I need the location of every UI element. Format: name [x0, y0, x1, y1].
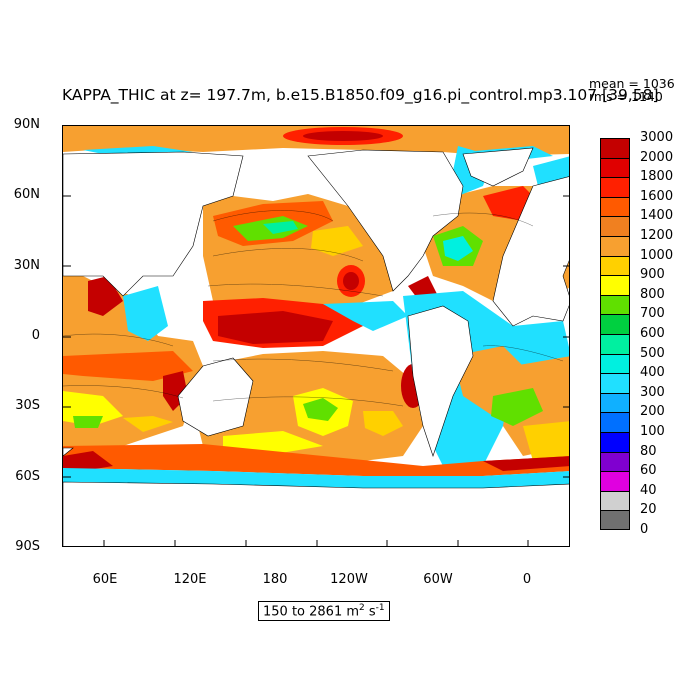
colorbar-swatch [600, 255, 630, 276]
colorbar-level-label: 100 [640, 424, 665, 439]
colorbar-swatch [600, 216, 630, 236]
colorbar [600, 138, 630, 530]
colorbar-level-label: 1800 [640, 169, 674, 185]
lon-label-120e: 120E [173, 572, 207, 587]
units-range: 150 to 2861 m [263, 604, 360, 620]
colorbar-swatch [600, 412, 630, 432]
plot-title: KAPPA_THIC at z= 197.7m, b.e15.B1850.f09… [62, 86, 659, 104]
colorbar-level-label: 3000 [640, 130, 674, 145]
colorbar-swatch [600, 471, 630, 491]
colorbar-swatch [600, 451, 630, 472]
colorbar-swatch [600, 157, 630, 178]
lon-label-180: 180 [262, 572, 288, 587]
units-mid: s [364, 604, 376, 620]
mean-value: mean = 1036 [589, 76, 675, 91]
colorbar-swatch [600, 510, 630, 530]
colorbar-level-label: 300 [640, 384, 665, 400]
colorbar-swatch [600, 392, 630, 413]
map-panel [62, 125, 570, 547]
colorbar-swatch [600, 373, 630, 393]
colorbar-level-label: 900 [640, 267, 665, 283]
land-mask [63, 147, 569, 546]
colorbar-level-label: 400 [640, 365, 665, 381]
colorbar-swatch [600, 196, 630, 217]
colorbar-swatch [600, 431, 630, 452]
lon-label-60e: 60E [92, 572, 118, 587]
colorbar-level-label: 20 [640, 502, 657, 518]
colorbar-swatch [600, 275, 630, 295]
colorbar-level-label: 700 [640, 306, 665, 322]
colorbar-swatch [600, 294, 630, 315]
lat-label-60s: 60S [15, 469, 40, 484]
rms-value: rms = 1140 [589, 89, 663, 104]
units-exp-2: -1 [375, 603, 385, 613]
units-exp-1: 2 [359, 603, 365, 613]
colorbar-level-label: 1200 [640, 228, 674, 243]
lat-label-90n: 90N [13, 117, 40, 132]
colorbar-level-label: 1000 [640, 247, 674, 263]
lat-label-0: 0 [31, 328, 40, 343]
colorbar-level-label: 40 [640, 482, 657, 498]
colorbar-swatch [600, 138, 630, 158]
colorbar-swatch [600, 490, 630, 511]
colorbar-level-label: 1400 [640, 208, 674, 224]
colorbar-level-label: 200 [640, 404, 665, 420]
lat-label-30n: 30N [13, 258, 40, 273]
colorbar-swatch [600, 177, 630, 197]
colorbar-level-label: 0 [640, 522, 649, 537]
lat-label-30s: 30S [15, 398, 40, 413]
colorbar-swatch [600, 235, 630, 256]
colorbar-level-label: 500 [640, 345, 665, 361]
lon-label-120w: 120W [330, 572, 368, 587]
lon-label-60w: 60W [423, 572, 453, 587]
colorbar-level-label: 60 [640, 463, 657, 479]
colorbar-swatch [600, 353, 630, 374]
colorbar-swatch [600, 333, 630, 354]
colorbar-level-label: 80 [640, 443, 657, 459]
units-label: 150 to 2861 m2 s-1 [258, 601, 390, 622]
ocean-field-map [63, 126, 569, 546]
colorbar-level-label: 2000 [640, 149, 674, 165]
colorbar-swatch [600, 314, 630, 334]
lat-label-90s: 90S [15, 539, 40, 554]
colorbar-level-label: 800 [640, 286, 665, 302]
colorbar-level-label: 1600 [640, 188, 674, 204]
lat-label-60n: 60N [13, 187, 40, 202]
lon-label-0: 0 [522, 572, 532, 587]
colorbar-level-label: 600 [640, 326, 665, 341]
